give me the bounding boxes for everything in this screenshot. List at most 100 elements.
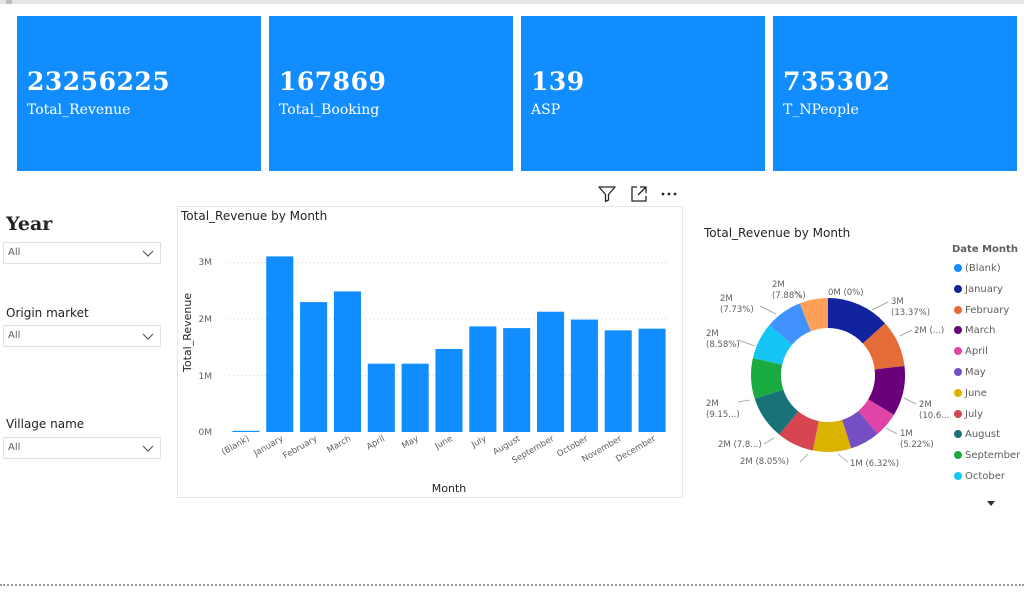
bar-january[interactable] [266, 256, 294, 432]
donut-slice-may[interactable] [842, 410, 878, 449]
leader-line [885, 427, 898, 435]
top-border [0, 0, 1024, 4]
legend-item-february[interactable]: February [954, 305, 1009, 316]
legend-marker [954, 388, 962, 397]
bar-february[interactable] [300, 302, 328, 432]
bar-august[interactable] [503, 328, 531, 432]
bar-chart-visual[interactable] [177, 206, 683, 498]
y-tick-label: 0M [199, 428, 213, 438]
y-tick-label: 2M [199, 315, 213, 325]
donut-data-label: 2M (10.6...) [919, 400, 950, 421]
village-name-dropdown[interactable]: All [3, 437, 161, 459]
legend-marker [954, 347, 962, 356]
visual-header-toolbar [597, 184, 683, 204]
bar-june[interactable] [435, 348, 463, 432]
bar-july[interactable] [469, 326, 497, 432]
legend-item-september[interactable]: September [954, 450, 1020, 461]
slicer-title-village-name: Village name [6, 417, 85, 431]
x-tick-label: July [469, 434, 488, 451]
x-tick-label: January [251, 434, 285, 459]
donut-data-label: 2M (7.73%) [720, 294, 754, 315]
legend-marker [954, 326, 962, 335]
bar-blank[interactable] [232, 430, 260, 432]
donut-slice-march[interactable] [868, 365, 905, 415]
bar-october[interactable] [570, 319, 598, 432]
year-dropdown[interactable]: All [3, 242, 161, 264]
legend-item-august[interactable]: August [954, 429, 1000, 440]
slicer-title-origin-market: Origin market [6, 306, 89, 320]
kpi-card-total-revenue[interactable]: 23256225 Total_Revenue [17, 16, 261, 171]
leader-line [903, 397, 917, 405]
y-tick-label: 1M [199, 372, 213, 382]
bar-april[interactable] [367, 363, 395, 432]
chevron-down-icon [142, 445, 154, 452]
legend-scroll-down-icon[interactable] [987, 501, 995, 506]
legend-item-march[interactable]: March [954, 325, 995, 336]
slicer-title-year: Year [6, 213, 53, 235]
donut-slice-november[interactable] [769, 303, 811, 345]
kpi-label: Total_Revenue [27, 102, 131, 118]
donut-data-label: 1M (6.32%) [850, 459, 899, 469]
donut-data-label: 2M (7.8...) [718, 440, 762, 450]
focus-mode-icon[interactable] [629, 184, 649, 204]
x-tick-label: (Blank) [220, 434, 251, 458]
donut-slice-december[interactable] [799, 298, 828, 332]
legend-item-june[interactable]: June [954, 388, 987, 399]
legend-label: October [965, 471, 1006, 482]
donut-slice-july[interactable] [779, 411, 819, 451]
legend-item-january[interactable]: January [954, 284, 1003, 295]
bar-march[interactable] [333, 291, 361, 432]
legend-item-october[interactable]: October [954, 471, 1005, 482]
origin-market-dropdown[interactable]: All [3, 325, 161, 347]
donut-slice-june[interactable] [812, 419, 852, 452]
donut-slice-january[interactable] [828, 298, 886, 344]
x-tick-label: February [281, 434, 319, 461]
legend-item-april[interactable]: April [954, 346, 988, 357]
y-tick-label: 3M [199, 258, 213, 268]
legend-item-blank[interactable]: (Blank) [954, 263, 1001, 274]
legend-item-may[interactable]: May [954, 367, 986, 378]
donut-data-label: 2M (...) [914, 326, 944, 336]
legend-marker [954, 430, 962, 439]
kpi-label: Total_Booking [279, 102, 380, 118]
legend-marker [954, 305, 962, 314]
chevron-down-icon [142, 250, 154, 257]
y-axis-title: Total_Revenue [181, 293, 194, 373]
bar-chart[interactable]: 0M 1M 2M 3M Total_Revenue Month (Blank) J… [177, 226, 683, 498]
filter-icon[interactable] [597, 184, 617, 204]
donut-chart-title: Total_Revenue by Month [704, 226, 851, 240]
legend-label: February [965, 304, 1010, 316]
x-tick-label: June [433, 434, 455, 452]
legend-marker [954, 284, 962, 293]
kpi-card-total-booking[interactable]: 167869 Total_Booking [269, 16, 513, 171]
bar-december[interactable] [638, 328, 666, 432]
legend-marker [954, 368, 962, 376]
bar-september[interactable] [537, 311, 565, 432]
kpi-card-asp[interactable]: 139 ASP [521, 16, 765, 171]
donut-slice-april[interactable] [858, 399, 894, 434]
donut-slice-october[interactable] [752, 325, 793, 365]
kpi-card-t-npeople[interactable]: 735302 T_NPeople [773, 16, 1017, 171]
donut-data-label: 0M (0%) [828, 288, 864, 298]
leader-line [899, 329, 913, 337]
dropdown-value: All [8, 442, 21, 453]
dropdown-value: All [8, 330, 21, 341]
legend-label: April [965, 346, 988, 358]
donut-data-label: 1M (5.22%) [900, 429, 934, 450]
bar-november[interactable] [604, 330, 632, 432]
donut-data-label: 2M (7.88%) [772, 280, 806, 301]
more-options-icon[interactable] [659, 184, 679, 204]
kpi-value: 735302 [783, 67, 891, 96]
leader-line [837, 453, 849, 463]
donut-chart[interactable]: 0M (0%) 3M (13.37%) 2M (...) 2M (10.6...) 1M (5… [690, 270, 950, 480]
donut-slice-february[interactable] [862, 323, 905, 370]
leader-line [763, 437, 775, 445]
kpi-label: T_NPeople [783, 102, 859, 118]
legend-label: September [965, 450, 1021, 462]
legend-item-july[interactable]: July [954, 409, 983, 420]
donut-slice-september[interactable] [751, 358, 784, 399]
legend-label: July [965, 408, 983, 420]
donut-slice-august[interactable] [754, 389, 799, 435]
bar-may[interactable] [401, 363, 429, 432]
donut-data-label: 3M (13.37%) [891, 297, 930, 318]
